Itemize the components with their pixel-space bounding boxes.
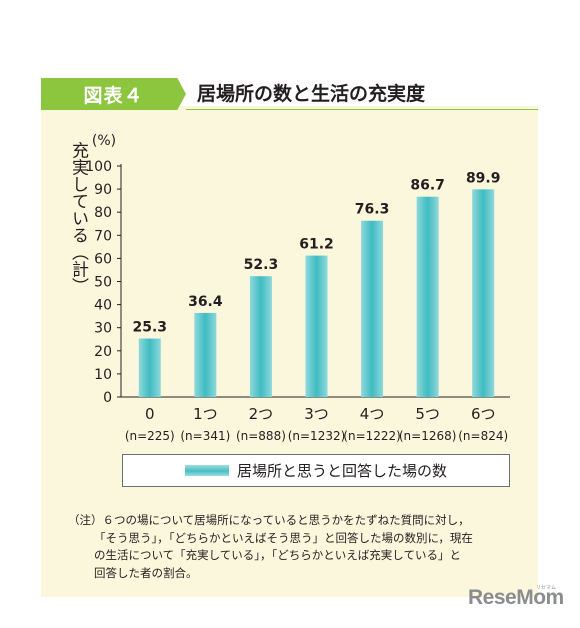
- watermark-small-text: リセマム: [536, 585, 557, 591]
- y-tick-label: 40: [94, 298, 112, 314]
- legend-swatch: [184, 465, 229, 476]
- bar: [138, 338, 161, 397]
- x-tick-label: 1つ: [193, 405, 218, 423]
- y-tick-label: 0: [103, 390, 112, 406]
- data-label: 36.4: [188, 294, 223, 310]
- data-label: 76.3: [355, 202, 390, 218]
- footnote-line: 回答した者の割合。: [94, 565, 198, 580]
- data-label: 52.3: [244, 257, 279, 273]
- bar: [305, 255, 328, 397]
- x-tick-label: 2つ: [249, 405, 274, 423]
- y-axis-label: 充実している（計）: [68, 141, 89, 294]
- legend-label: 居場所と思うと回答した場の数: [236, 462, 447, 480]
- x-tick-label: 6つ: [471, 405, 496, 423]
- footnote-line: 「そう思う」，「どちらかといえばそう思う」と回答した場の数別に，現在: [94, 530, 473, 545]
- watermark-logo: ReseMom: [468, 586, 564, 609]
- x-tick-label: 3つ: [304, 405, 329, 423]
- figure-label: 図表４: [41, 78, 186, 110]
- data-label: 25.3: [133, 320, 168, 336]
- x-tick-label: 5つ: [415, 405, 440, 423]
- footnote: （注）６つの場について居場所になっていると思うかをたずねた質問に対し， 「そう思…: [68, 512, 528, 582]
- y-tick-label: 70: [94, 228, 112, 244]
- y-tick-label: 100: [85, 159, 112, 175]
- x-tick-sublabel: (n=888): [236, 429, 286, 443]
- x-tick-sublabel: (n=1268): [399, 429, 457, 443]
- y-tick-label: 80: [94, 205, 112, 221]
- y-unit-label: (%): [92, 133, 116, 149]
- title-rule: [186, 109, 538, 110]
- bar: [194, 312, 217, 397]
- data-label: 89.9: [466, 170, 501, 186]
- data-label: 86.7: [410, 178, 445, 194]
- x-tick-sublabel: (n=341): [180, 429, 230, 443]
- bar: [361, 220, 384, 397]
- x-tick-label: 4つ: [360, 405, 385, 423]
- data-label: 61.2: [299, 237, 334, 253]
- y-tick-label: 10: [94, 367, 112, 383]
- y-tick-label: 20: [94, 344, 112, 360]
- x-tick-sublabel: (n=824): [458, 429, 508, 443]
- x-tick-sublabel: (n=1222): [343, 429, 401, 443]
- bar: [472, 189, 495, 397]
- y-tick-label: 60: [94, 251, 112, 267]
- x-tick-sublabel: (n=1232): [288, 429, 346, 443]
- y-tick-label: 30: [94, 321, 112, 337]
- bar: [416, 196, 439, 397]
- figure-title: 居場所の数と生活の充実度: [197, 83, 426, 105]
- x-tick-label: 0: [145, 405, 155, 423]
- x-tick-sublabel: (n=225): [125, 429, 175, 443]
- y-tick-label: 90: [94, 182, 112, 198]
- footnote-line: （注）６つの場について居場所になっていると思うかをたずねた質問に対し，: [68, 513, 470, 527]
- bar: [249, 276, 272, 397]
- chart-panel: [41, 106, 538, 597]
- y-tick-label: 50: [94, 275, 112, 291]
- footnote-line: の生活について「充実している」，「どちらかといえば充実している」と: [94, 548, 461, 562]
- legend: 居場所と思うと回答した場の数: [122, 454, 510, 487]
